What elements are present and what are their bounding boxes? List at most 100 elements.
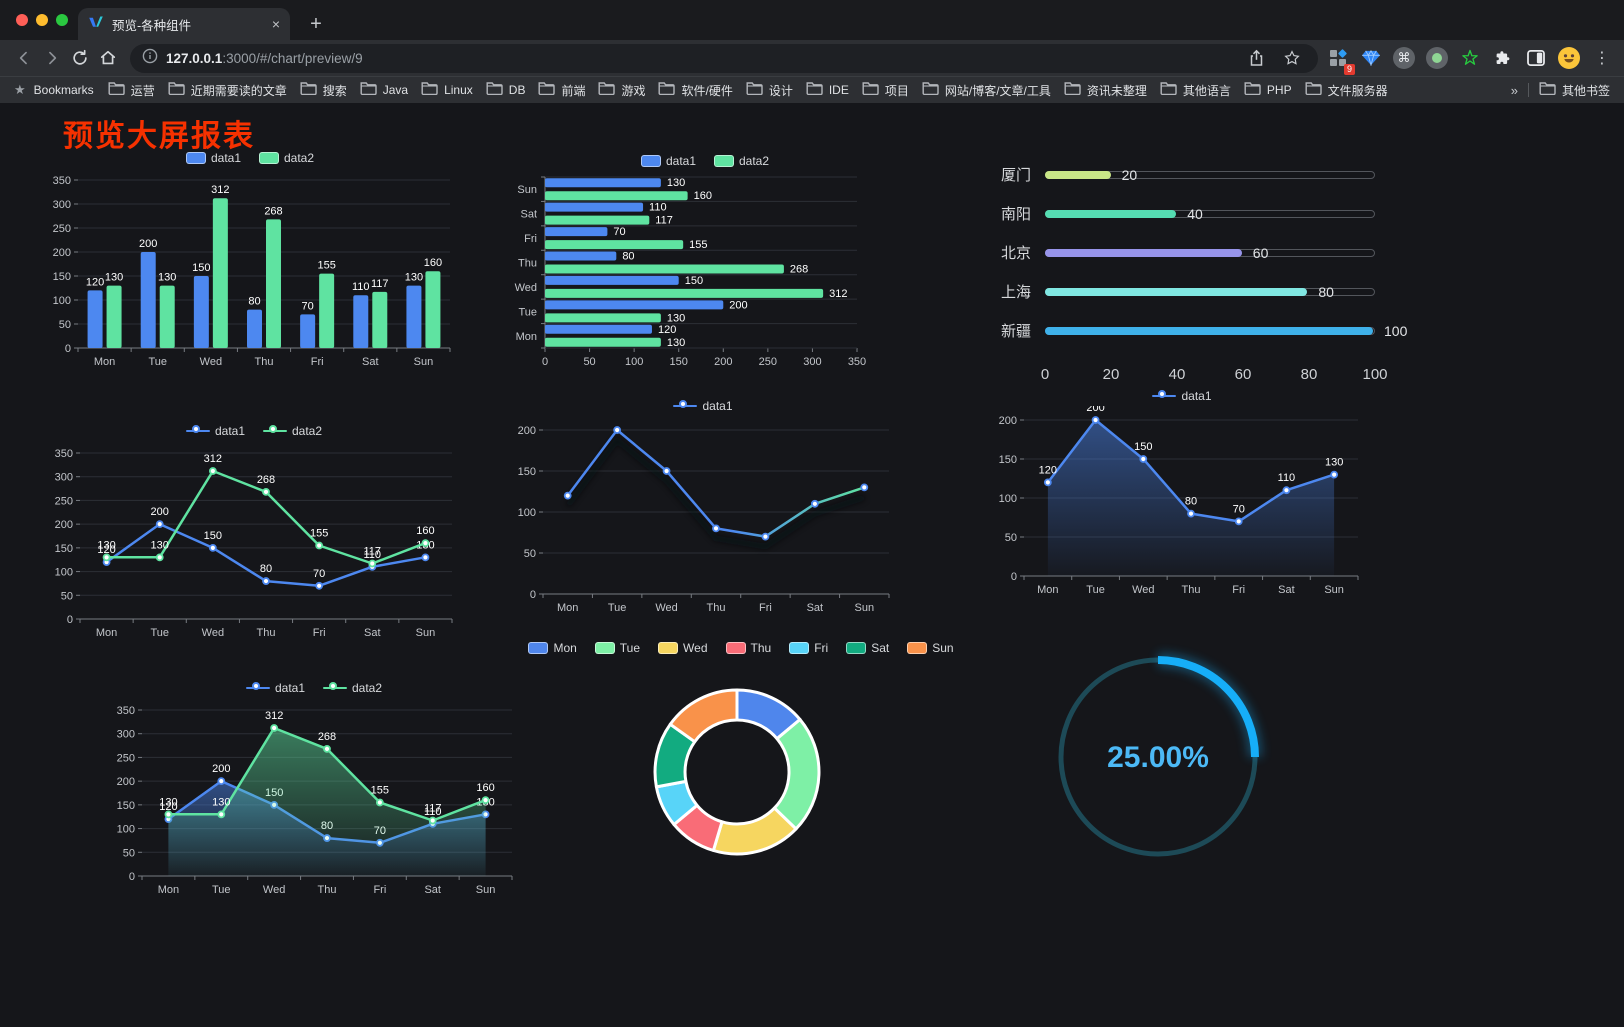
svg-text:Sat: Sat [424, 884, 441, 896]
svg-text:Sat: Sat [364, 627, 381, 639]
svg-text:117: 117 [371, 278, 389, 290]
url-path: :3000/#/chart/preview/9 [222, 50, 363, 66]
bookmark-folder[interactable]: 网站/博客/文章/工具 [922, 82, 1051, 99]
svg-text:268: 268 [790, 264, 808, 276]
chart-legend: data1 data2 [40, 148, 460, 168]
share-icon[interactable] [1242, 44, 1270, 72]
folder-icon [1305, 82, 1322, 98]
bookmark-label: 软件/硬件 [681, 83, 733, 98]
bookmark-folder[interactable]: IDE [806, 82, 849, 98]
svg-text:155: 155 [371, 784, 389, 796]
bookmark-folder[interactable]: 前端 [538, 82, 585, 99]
legend-item[interactable]: data1 [1152, 389, 1212, 403]
svg-text:100: 100 [518, 507, 536, 519]
command-icon[interactable]: ⌘ [1392, 46, 1416, 70]
svg-text:120: 120 [159, 801, 177, 813]
bookmark-folder[interactable]: PHP [1244, 82, 1292, 98]
svg-text:100: 100 [625, 356, 643, 368]
svg-text:Sun: Sun [414, 356, 434, 368]
progress-fill [1045, 170, 1111, 179]
svg-text:0: 0 [1011, 571, 1017, 583]
svg-text:Sat: Sat [362, 356, 379, 368]
bookmark-folder[interactable]: 文件服务器 [1305, 82, 1388, 99]
green-star-icon[interactable] [1458, 46, 1482, 70]
bookmarks-overflow-button[interactable]: » [1510, 82, 1518, 98]
bookmarks-root[interactable]: Bookmarks [33, 83, 94, 97]
forward-button[interactable] [38, 44, 66, 72]
svg-text:70: 70 [1233, 503, 1245, 515]
home-button[interactable] [94, 44, 122, 72]
svg-text:200: 200 [1086, 406, 1104, 414]
svg-text:150: 150 [204, 530, 222, 542]
url-text[interactable]: 127.0.0.1:3000/#/chart/preview/9 [166, 51, 1234, 66]
legend-item[interactable]: data1 [640, 154, 696, 168]
bookmark-folder[interactable]: Linux [421, 82, 473, 98]
svg-text:Mon: Mon [557, 602, 578, 614]
profile-avatar[interactable] [1557, 46, 1581, 70]
bookmark-star-icon[interactable] [1278, 44, 1306, 72]
browser-tab[interactable]: 预览-各种组件 × [78, 8, 290, 40]
puzzle-icon[interactable] [1491, 46, 1515, 70]
legend-item[interactable]: data1 [673, 399, 733, 413]
svg-text:200: 200 [53, 247, 71, 259]
bookmark-folder[interactable]: Java [360, 82, 408, 98]
reload-button[interactable] [66, 44, 94, 72]
svg-text:268: 268 [318, 731, 336, 743]
svg-text:Mon: Mon [158, 884, 179, 896]
chart-legend: data1 [503, 396, 903, 416]
record-icon[interactable] [1425, 46, 1449, 70]
legend-item[interactable]: data1 [185, 424, 245, 438]
bookmark-folder[interactable]: 资讯未整理 [1064, 82, 1147, 99]
legend-item[interactable]: Sat [846, 641, 889, 655]
svg-text:Wed: Wed [655, 602, 677, 614]
legend-item[interactable]: data2 [323, 681, 382, 695]
legend-item[interactable]: data1 [245, 681, 305, 695]
bookmark-label: 近期需要读的文章 [190, 83, 287, 98]
bookmark-folder[interactable]: 项目 [862, 82, 909, 99]
other-bookmarks-button[interactable]: 其他书签 [1539, 82, 1610, 99]
folder-icon [108, 82, 125, 98]
svg-text:155: 155 [689, 239, 707, 251]
legend-item[interactable]: data2 [714, 154, 769, 168]
legend-item[interactable]: Tue [594, 641, 640, 655]
legend-item[interactable]: Sun [907, 641, 954, 655]
legend-item[interactable]: Mon [528, 641, 577, 655]
chart-legend: data1 data2 [102, 678, 526, 698]
legend-item[interactable]: data1 [185, 151, 241, 165]
svg-text:100: 100 [53, 295, 71, 307]
split-view-icon[interactable] [1524, 46, 1548, 70]
legend-item[interactable]: data2 [259, 151, 314, 165]
gem-icon[interactable] [1359, 46, 1383, 70]
bookmark-folder[interactable]: 设计 [746, 82, 793, 99]
svg-text:120: 120 [86, 276, 104, 288]
site-info-icon[interactable] [142, 48, 158, 69]
bookmark-folder[interactable]: 搜索 [300, 82, 347, 99]
tab-close-icon[interactable]: × [271, 16, 280, 32]
bookmark-folder[interactable]: 软件/硬件 [658, 82, 733, 99]
svg-text:160: 160 [476, 782, 494, 794]
minimize-window-button[interactable] [36, 14, 48, 26]
legend-item[interactable]: Wed [658, 641, 708, 655]
extensions-grid-icon[interactable]: 9 [1326, 46, 1355, 75]
bookmark-folder[interactable]: 其他语言 [1160, 82, 1231, 99]
bookmark-folder[interactable]: 近期需要读的文章 [168, 82, 287, 99]
back-button[interactable] [10, 44, 38, 72]
bookmark-folder[interactable]: 游戏 [598, 82, 645, 99]
new-tab-button[interactable]: + [310, 12, 322, 35]
chart-legend: Mon Tue Wed Thu Fri Sat Sun [528, 638, 954, 658]
legend-item[interactable]: Thu [725, 641, 771, 655]
svg-text:117: 117 [424, 803, 442, 815]
divider [1527, 83, 1529, 97]
svg-text:312: 312 [265, 710, 283, 722]
address-bar[interactable]: 127.0.0.1:3000/#/chart/preview/9 [130, 43, 1318, 73]
close-window-button[interactable] [16, 14, 28, 26]
bookmark-folder[interactable]: DB [486, 82, 525, 98]
bookmarks-right: » 其他书签 [1511, 82, 1610, 99]
svg-text:Wed: Wed [200, 356, 222, 368]
legend-item[interactable]: data2 [263, 424, 322, 438]
bookmark-folder[interactable]: 运营 [108, 82, 155, 99]
svg-text:Wed: Wed [202, 627, 224, 639]
legend-item[interactable]: Fri [789, 641, 828, 655]
zoom-window-button[interactable] [56, 14, 68, 26]
menu-kebab-icon[interactable]: ⋮ [1594, 50, 1610, 67]
